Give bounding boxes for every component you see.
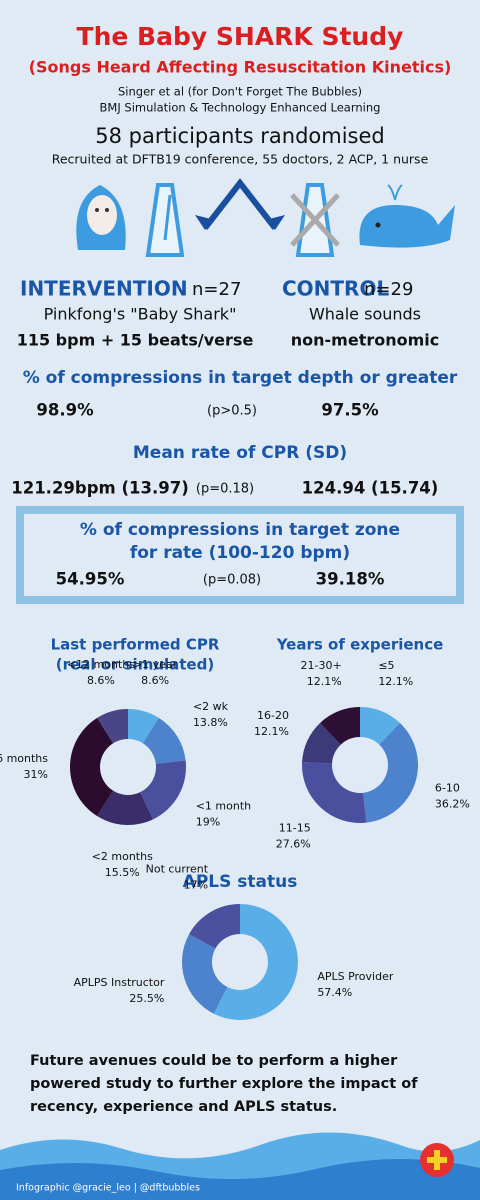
segment-value: 31% bbox=[24, 768, 48, 781]
control-description: Whale sounds bbox=[309, 305, 421, 324]
wave bbox=[0, 1159, 480, 1200]
outcome-p: (p=0.08) bbox=[203, 573, 261, 588]
segment-label: <2 wk bbox=[193, 700, 229, 713]
segment-label: 21-30+ bbox=[300, 659, 341, 672]
segment-label: 6-10 bbox=[435, 781, 460, 794]
segment-value: 36.2% bbox=[435, 797, 470, 810]
segment-label: Not current bbox=[146, 863, 209, 876]
segment-label: <1 month bbox=[196, 800, 251, 813]
outcome-intervention: 54.95% bbox=[56, 570, 125, 589]
logo-cross bbox=[427, 1150, 447, 1170]
intervention-label: INTERVENTION bbox=[20, 277, 188, 301]
outcome-intervention: 98.9% bbox=[36, 401, 94, 420]
outcome-title: for rate (100-120 bpm) bbox=[130, 543, 350, 563]
authors: Singer et al (for Don't Forget The Bubbl… bbox=[118, 85, 362, 99]
donut-segment bbox=[320, 707, 360, 745]
intervention-n: n=27 bbox=[192, 279, 241, 300]
control-detail: non-metronomic bbox=[291, 331, 440, 350]
segment-label: APLS Provider bbox=[317, 970, 394, 983]
control-label: CONTROL bbox=[282, 277, 389, 301]
segment-value: 27.6% bbox=[276, 837, 311, 850]
arrows bbox=[202, 178, 278, 230]
donut-segment bbox=[140, 760, 186, 820]
segment-label: ≤5 bbox=[378, 659, 394, 672]
highlight-box bbox=[16, 506, 464, 604]
segment-label: >1 year bbox=[133, 658, 178, 671]
outcome-title: Mean rate of CPR (SD) bbox=[133, 443, 347, 463]
metronome-icon bbox=[145, 183, 185, 257]
chart-title: Years of experience bbox=[276, 636, 444, 654]
segment-value: 12.1% bbox=[378, 675, 413, 688]
donut-segment bbox=[363, 722, 419, 823]
outcome-control: 124.94 (15.74) bbox=[302, 479, 439, 498]
donut-segment bbox=[181, 934, 228, 1014]
segment-label: <12 months bbox=[67, 658, 135, 671]
segment-value: 15.5% bbox=[105, 866, 140, 879]
donut-segment bbox=[70, 717, 114, 817]
segment-label: APLPS Instructor bbox=[74, 976, 165, 989]
segment-label: 16-20 bbox=[257, 709, 289, 722]
control-n: n=29 bbox=[364, 279, 413, 300]
segment-label: <6 months bbox=[0, 752, 48, 765]
arrow-heads bbox=[195, 215, 285, 230]
donut-segment bbox=[128, 709, 159, 744]
footer: Infographic @gracie_leo | @dftbubbles bbox=[16, 1183, 200, 1194]
outcome-p: (p=0.18) bbox=[196, 482, 254, 497]
segment-value: 17% bbox=[184, 879, 208, 892]
segment-value: 25.5% bbox=[129, 992, 164, 1005]
donut-segment bbox=[189, 904, 240, 949]
segment-value: 12.1% bbox=[254, 725, 289, 738]
segment-value: 8.6% bbox=[141, 674, 169, 687]
conclusion: Future avenues could be to perform a hig… bbox=[30, 1053, 418, 1115]
donut-segment bbox=[97, 709, 128, 744]
whale-icon bbox=[359, 184, 455, 248]
chart-title: Last performed CPR bbox=[51, 636, 220, 654]
chart-subtitle: (real or simulated) bbox=[56, 656, 214, 674]
journal: BMJ Simulation & Technology Enhanced Lea… bbox=[100, 101, 381, 115]
segment-value: 13.8% bbox=[193, 716, 228, 729]
donut-segment bbox=[302, 761, 367, 823]
donut-segment bbox=[360, 707, 400, 745]
shark-icon bbox=[76, 185, 126, 250]
segment-label: <2 months bbox=[92, 850, 153, 863]
subtitle: (Songs Heard Affecting Resuscitation Kin… bbox=[29, 58, 452, 77]
outcome-p: (p>0.5) bbox=[207, 404, 257, 419]
chart-title: APLS status bbox=[183, 872, 298, 892]
segment-value: 12.1% bbox=[307, 675, 342, 688]
title: The Baby SHARK Study bbox=[77, 22, 404, 51]
outcome-title: % of compressions in target zone bbox=[80, 520, 400, 540]
segment-value: 8.6% bbox=[87, 674, 115, 687]
donut-segment bbox=[213, 904, 298, 1020]
outcome-intervention: 121.29bpm (13.97) bbox=[11, 479, 189, 498]
segment-value: 19% bbox=[196, 816, 220, 829]
crossed-metronome-icon bbox=[290, 183, 340, 257]
donut-segment bbox=[142, 717, 186, 764]
segment-label: 11-15 bbox=[279, 821, 311, 834]
intervention-description: Pinkfong's "Baby Shark" bbox=[44, 305, 237, 324]
outcome-control: 97.5% bbox=[321, 401, 379, 420]
outcome-control: 39.18% bbox=[316, 570, 385, 589]
donut-segment bbox=[97, 790, 154, 825]
donut-segment bbox=[302, 722, 341, 764]
participants-detail: Recruited at DFTB19 conference, 55 docto… bbox=[52, 152, 429, 167]
intervention-detail: 115 bpm + 15 beats/verse bbox=[17, 331, 254, 350]
segment-value: 57.4% bbox=[317, 986, 352, 999]
outcome-title: % of compressions in target depth or gre… bbox=[23, 368, 458, 388]
participants-heading: 58 participants randomised bbox=[95, 124, 385, 148]
